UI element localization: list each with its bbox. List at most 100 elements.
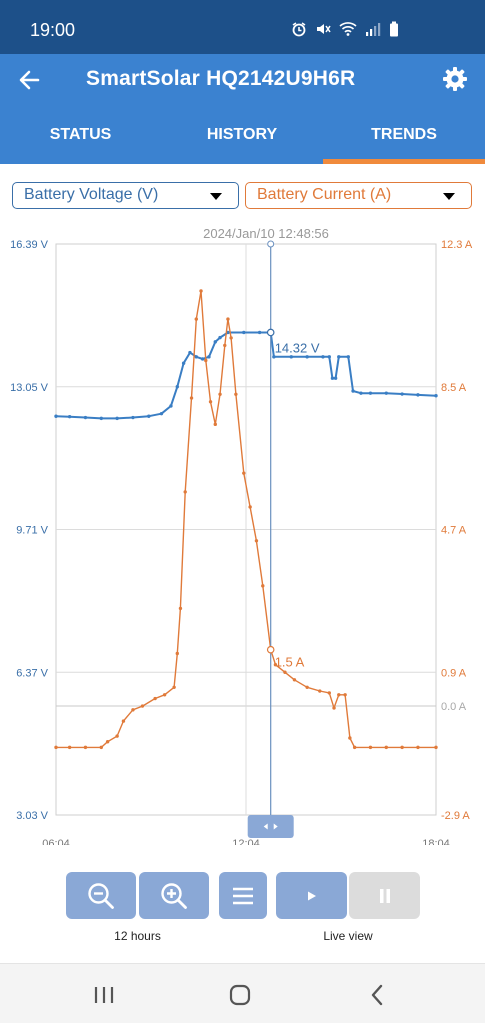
current-point [223, 343, 227, 348]
back-button[interactable] [16, 66, 44, 94]
current-point [368, 745, 373, 750]
voltage-point [147, 414, 151, 418]
tab-history[interactable]: HISTORY [206, 126, 278, 143]
current-point [337, 693, 341, 697]
drag-arrows-icon [263, 823, 278, 830]
left-tick-label: 9.71 V [16, 525, 48, 537]
recents-button[interactable] [89, 980, 119, 1010]
voltage-point [272, 355, 276, 359]
current-point [352, 745, 357, 750]
voltage-point [194, 355, 198, 359]
x-tick-label: 18:04 [422, 838, 450, 845]
right-tick-label: 0.0 A [441, 701, 467, 713]
zoom-in-icon [161, 882, 187, 909]
current-point [229, 336, 233, 340]
current-point [218, 392, 222, 396]
current-point [178, 606, 183, 611]
cursor-top-dot [267, 240, 275, 248]
current-point [172, 685, 176, 689]
current-point [183, 490, 187, 494]
cursor-current-label: 1.5 A [275, 655, 305, 670]
tab-trends[interactable]: TRENDS [371, 126, 437, 143]
voltage-point [384, 391, 388, 395]
current-point [140, 704, 145, 708]
voltage-point [115, 416, 119, 421]
voltage-point [359, 391, 363, 395]
current-point [400, 745, 404, 750]
voltage-point [131, 415, 135, 420]
current-point [348, 736, 352, 740]
trend-chart[interactable]: 16.39 V 13.05 V 9.71 V 6.37 V 3.03 V 12.3 A 8.… [0, 220, 485, 845]
right-axis-select[interactable]: Battery Current (A) [245, 182, 472, 209]
current-point [175, 651, 179, 656]
menu-icon [233, 887, 253, 904]
current-point [332, 706, 336, 710]
status-icons [291, 21, 399, 37]
zoom-out-button[interactable] [66, 872, 136, 919]
current-point [292, 678, 297, 682]
current-point [194, 317, 198, 321]
recents-icon [94, 987, 114, 1003]
voltage-point [213, 340, 217, 344]
current-point [434, 745, 438, 750]
left-axis-select-label: Battery Voltage (V) [24, 186, 159, 203]
left-tick-label: 3.03 V [16, 810, 48, 822]
current-point [153, 696, 157, 701]
active-tab-indicator [323, 159, 485, 164]
cursor-drag-handle[interactable] [247, 815, 294, 838]
cursor-current-marker [266, 645, 275, 654]
current-point [261, 584, 265, 588]
current-point [121, 719, 126, 723]
pause-icon [379, 888, 390, 903]
right-tick-label: 4.7 A [441, 525, 467, 537]
menu-button[interactable] [219, 872, 267, 919]
current-point [242, 471, 246, 475]
voltage-point [346, 355, 350, 359]
home-button[interactable] [225, 980, 255, 1010]
current-point [162, 693, 167, 697]
home-icon [229, 984, 251, 1006]
voltage-point [188, 350, 192, 355]
live-view-caption: Live view [323, 929, 373, 943]
voltage-point [83, 415, 88, 420]
play-icon [307, 891, 316, 900]
right-axis-select-label: Battery Current (A) [257, 186, 392, 203]
nav-back-button[interactable] [362, 980, 392, 1010]
tab-status[interactable]: STATUS [49, 126, 112, 143]
voltage-point [400, 392, 404, 396]
current-point [199, 289, 203, 293]
current-point [273, 663, 278, 667]
settings-button[interactable] [442, 66, 468, 92]
voltage-point [289, 355, 293, 359]
zoom-in-button[interactable] [139, 872, 209, 919]
right-tick-label: 8.5 A [441, 382, 467, 394]
voltage-point [416, 393, 420, 397]
current-point [189, 396, 194, 400]
play-button[interactable] [276, 872, 347, 919]
app-bar: SmartSolar HQ2142U9H6R [0, 54, 485, 106]
left-axis-select[interactable]: Battery Voltage (V) [12, 182, 239, 209]
pause-button[interactable] [349, 872, 420, 919]
current-point [99, 745, 103, 750]
right-tick-label: -2.9 A [441, 810, 470, 822]
current-point [208, 400, 213, 404]
chevron-down-icon [210, 193, 222, 200]
voltage-point [67, 414, 72, 419]
right-tick-label: 12.3 A [441, 239, 473, 251]
cursor-timestamp: 2024/Jan/10 12:48:56 [203, 226, 329, 241]
cursor-voltage-label: 14.32 V [275, 340, 320, 355]
current-point [105, 740, 110, 744]
current-point [115, 734, 119, 738]
battery-icon [390, 21, 398, 37]
status-bar: 19:00 [0, 0, 485, 54]
x-tick-label: 12:04 [232, 838, 260, 845]
voltage-point [333, 376, 338, 380]
gear-icon [443, 67, 467, 91]
status-time: 19:00 [30, 20, 76, 40]
current-point [416, 745, 420, 750]
left-tick-label: 6.37 V [16, 667, 48, 679]
current-point [305, 685, 309, 689]
voltage-point [368, 391, 373, 395]
arrow-back-icon [19, 70, 40, 90]
voltage-point [337, 355, 341, 359]
